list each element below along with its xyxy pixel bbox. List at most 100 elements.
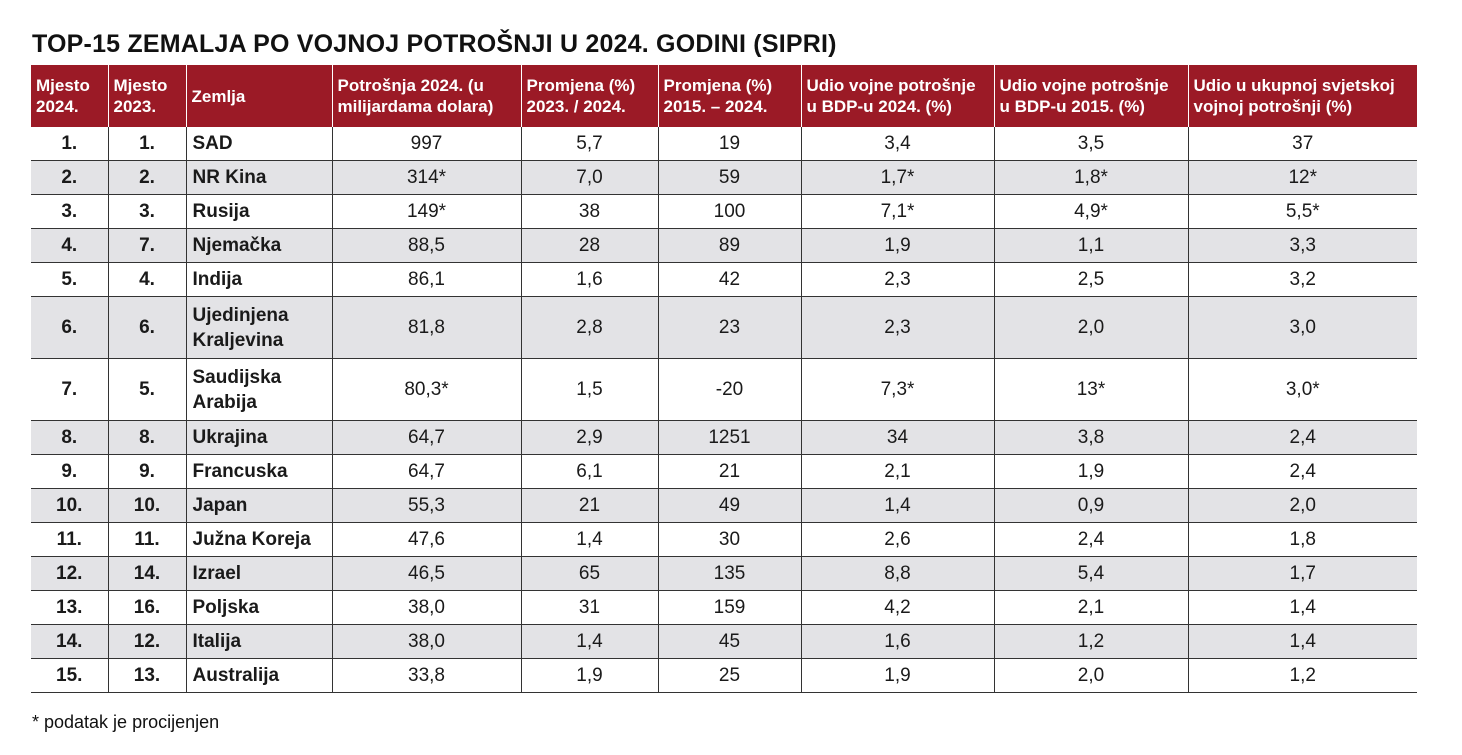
- gdp-share-2015-cell: 2,0: [993, 296, 1188, 359]
- rank-2024-cell: 11.: [31, 522, 108, 557]
- change-2023-2024-cell: 5,7: [520, 127, 658, 161]
- change-2015-2024-cell: 159: [657, 590, 801, 625]
- rank-2024-cell: 3.: [31, 194, 108, 229]
- change-2023-2024-cell: 28: [520, 228, 658, 263]
- rank-2023-cell: 3.: [107, 194, 186, 229]
- gdp-share-2024-cell: 4,2: [800, 590, 994, 625]
- gdp-share-2015-cell: 3,5: [993, 127, 1188, 161]
- spending-2024-cell: 314*: [331, 160, 521, 195]
- rank-2023-cell: 11.: [107, 522, 186, 557]
- spending-2024-cell: 46,5: [331, 556, 521, 591]
- spending-2024-cell: 64,7: [331, 454, 521, 489]
- change-2015-2024-cell: 135: [657, 556, 801, 591]
- table-row: 8. 8. Ukrajina 64,7 2,9 1251 34 3,8 2,4: [31, 420, 1417, 455]
- rank-2024-cell: 8.: [31, 420, 108, 455]
- gdp-share-2015-cell: 5,4: [993, 556, 1188, 591]
- rank-2023-cell: 6.: [107, 296, 186, 359]
- gdp-share-2024-cell: 2,6: [800, 522, 994, 557]
- spending-2024-cell: 88,5: [331, 228, 521, 263]
- change-2023-2024-cell: 38: [520, 194, 658, 229]
- world-share-cell: 2,4: [1187, 454, 1417, 489]
- table-row: 9. 9. Francuska 64,7 6,1 21 2,1 1,9 2,4: [31, 454, 1417, 489]
- gdp-share-2015-cell: 4,9*: [993, 194, 1188, 229]
- spending-2024-cell: 47,6: [331, 522, 521, 557]
- change-2023-2024-cell: 2,9: [520, 420, 658, 455]
- gdp-share-2024-cell: 1,7*: [800, 160, 994, 195]
- gdp-share-2024-cell: 34: [800, 420, 994, 455]
- world-share-cell: 2,0: [1187, 488, 1417, 523]
- footnote: * podatak je procijenjen: [32, 712, 220, 732]
- gdp-share-2015-cell: 0,9: [993, 488, 1188, 523]
- change-2015-2024-cell: 25: [657, 658, 801, 693]
- gdp-share-2024-cell: 8,8: [800, 556, 994, 591]
- table-row: 14. 12. Italija 38,0 1,4 45 1,6 1,2 1,4: [31, 624, 1417, 659]
- change-2015-2024-cell: 30: [657, 522, 801, 557]
- country-cell: Indija: [185, 262, 332, 297]
- change-2015-2024-cell: 59: [657, 160, 801, 195]
- world-share-cell: 37: [1187, 127, 1417, 161]
- col-header-rank-2023: Mjesto 2023.: [107, 65, 186, 127]
- world-share-cell: 12*: [1187, 160, 1417, 195]
- table-row: 4. 7. Njemačka 88,5 28 89 1,9 1,1 3,3: [31, 228, 1417, 263]
- spending-2024-cell: 997: [331, 127, 521, 161]
- change-2023-2024-cell: 2,8: [520, 296, 658, 359]
- col-header-spending-2024: Potrošnja 2024. (u milijardama dolara): [331, 65, 521, 127]
- spending-2024-cell: 38,0: [331, 590, 521, 625]
- world-share-cell: 2,4: [1187, 420, 1417, 455]
- table-row: 5. 4. Indija 86,1 1,6 42 2,3 2,5 3,2: [31, 262, 1417, 297]
- table-row: 10. 10. Japan 55,3 21 49 1,4 0,9 2,0: [31, 488, 1417, 523]
- spending-2024-cell: 55,3: [331, 488, 521, 523]
- country-cell: Njemačka: [185, 228, 332, 263]
- gdp-share-2015-cell: 1,1: [993, 228, 1188, 263]
- rank-2024-cell: 12.: [31, 556, 108, 591]
- change-2023-2024-cell: 65: [520, 556, 658, 591]
- rank-2023-cell: 9.: [107, 454, 186, 489]
- change-2015-2024-cell: 23: [657, 296, 801, 359]
- change-2023-2024-cell: 6,1: [520, 454, 658, 489]
- col-header-rank-2024: Mjesto 2024.: [31, 65, 108, 127]
- country-cell: Italija: [185, 624, 332, 659]
- change-2023-2024-cell: 1,4: [520, 522, 658, 557]
- change-2015-2024-cell: 100: [657, 194, 801, 229]
- rank-2023-cell: 5.: [107, 358, 186, 421]
- world-share-cell: 1,2: [1187, 658, 1417, 693]
- page-title: TOP-15 ZEMALJA PO VOJNOJ POTROŠNJI U 202…: [32, 30, 837, 58]
- table-row: 11. 11. Južna Koreja 47,6 1,4 30 2,6 2,4 1,8: [31, 522, 1417, 557]
- rank-2024-cell: 13.: [31, 590, 108, 625]
- gdp-share-2024-cell: 3,4: [800, 127, 994, 161]
- change-2023-2024-cell: 1,5: [520, 358, 658, 421]
- table-row: 13. 16. Poljska 38,0 31 159 4,2 2,1 1,4: [31, 590, 1417, 625]
- country-cell: Rusija: [185, 194, 332, 229]
- world-share-cell: 1,8: [1187, 522, 1417, 557]
- country-cell: Izrael: [185, 556, 332, 591]
- change-2015-2024-cell: 42: [657, 262, 801, 297]
- gdp-share-2024-cell: 7,1*: [800, 194, 994, 229]
- gdp-share-2024-cell: 1,4: [800, 488, 994, 523]
- rank-2023-cell: 4.: [107, 262, 186, 297]
- gdp-share-2015-cell: 1,8*: [993, 160, 1188, 195]
- rank-2024-cell: 14.: [31, 624, 108, 659]
- change-2015-2024-cell: 21: [657, 454, 801, 489]
- gdp-share-2015-cell: 1,9: [993, 454, 1188, 489]
- world-share-cell: 1,7: [1187, 556, 1417, 591]
- gdp-share-2024-cell: 2,1: [800, 454, 994, 489]
- country-cell: Japan: [185, 488, 332, 523]
- rank-2024-cell: 7.: [31, 358, 108, 421]
- country-cell: Saudijska Arabija: [185, 358, 332, 421]
- spending-2024-cell: 80,3*: [331, 358, 521, 421]
- gdp-share-2024-cell: 2,3: [800, 262, 994, 297]
- world-share-cell: 3,0: [1187, 296, 1417, 359]
- country-cell: Poljska: [185, 590, 332, 625]
- spending-2024-cell: 38,0: [331, 624, 521, 659]
- rank-2023-cell: 10.: [107, 488, 186, 523]
- table-row: 6. 6. Ujedinjena Kraljevina 81,8 2,8 23 2,3 2,0…: [31, 296, 1417, 359]
- gdp-share-2015-cell: 2,1: [993, 590, 1188, 625]
- change-2023-2024-cell: 1,9: [520, 658, 658, 693]
- table-row: 1. 1. SAD 997 5,7 19 3,4 3,5 37: [31, 127, 1417, 161]
- rank-2023-cell: 1.: [107, 127, 186, 161]
- table-header-row: Mjesto 2024. Mjesto 2023. Zemlja Potrošn…: [31, 65, 1417, 127]
- rank-2023-cell: 12.: [107, 624, 186, 659]
- country-cell: Ujedinjena Kraljevina: [185, 296, 332, 359]
- change-2015-2024-cell: 45: [657, 624, 801, 659]
- rank-2024-cell: 1.: [31, 127, 108, 161]
